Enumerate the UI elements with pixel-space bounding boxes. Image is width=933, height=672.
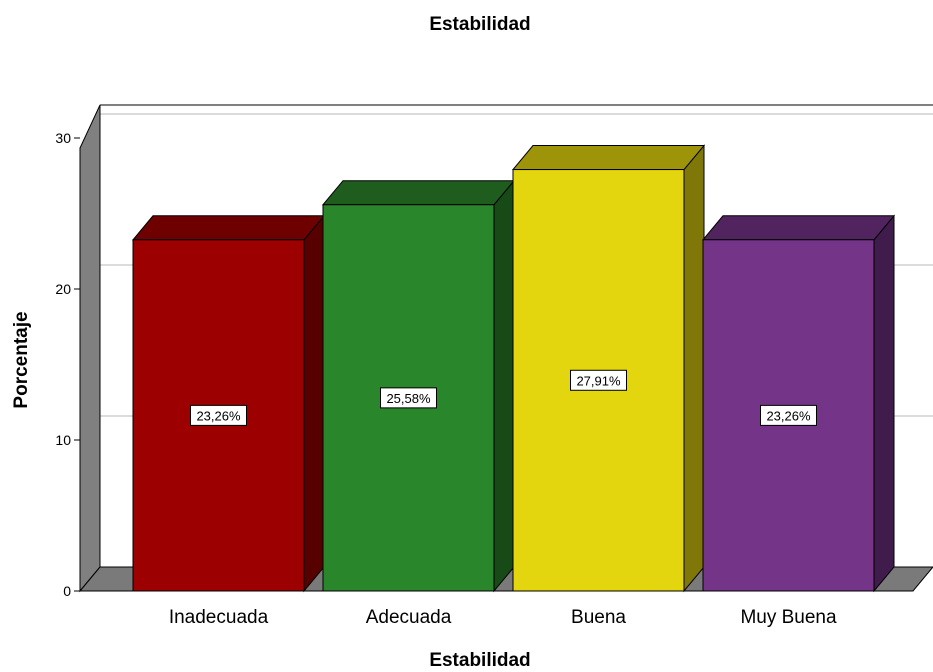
- bar-group-3: 23,26%: [701, 214, 896, 593]
- x-axis-title: Estabilidad: [429, 650, 531, 671]
- y-tick-label-2: 20: [55, 281, 71, 297]
- y-tick-label-3: 30: [55, 130, 71, 146]
- data-label: 23,26%: [196, 408, 241, 423]
- bar-side-0: [303, 214, 325, 593]
- bar-group-0: 23,26%: [131, 214, 326, 593]
- x-tick-label: Adecuada: [366, 607, 452, 628]
- bar-top-1: [321, 180, 516, 206]
- chart-title: Estabilidad: [429, 14, 531, 35]
- data-label: 23,26%: [766, 408, 811, 423]
- bar-side-2: [683, 144, 705, 593]
- bar-group-1: 25,58%: [321, 179, 516, 593]
- bar-top-2: [511, 145, 706, 171]
- bar-side-1: [493, 179, 515, 593]
- bar-top-3: [701, 215, 896, 241]
- bar-group-2: 27,91%: [511, 144, 706, 593]
- x-tick-label: Muy Buena: [740, 607, 837, 628]
- bar-side-3: [873, 214, 895, 593]
- bar-top-0: [131, 215, 326, 241]
- data-label-box-0: [190, 404, 247, 426]
- y-tick-label-1: 10: [55, 432, 71, 448]
- x-tick-label: Buena: [571, 607, 626, 628]
- y-tick-label-0: 0: [63, 583, 71, 599]
- left-wall: [79, 104, 101, 593]
- data-label-box-1: [380, 387, 437, 409]
- x-tick-label: Inadecuada: [169, 607, 269, 628]
- data-label: 27,91%: [576, 373, 621, 388]
- data-label-box-3: [760, 404, 817, 426]
- data-label-box-2: [570, 369, 627, 391]
- data-label: 25,58%: [386, 391, 431, 406]
